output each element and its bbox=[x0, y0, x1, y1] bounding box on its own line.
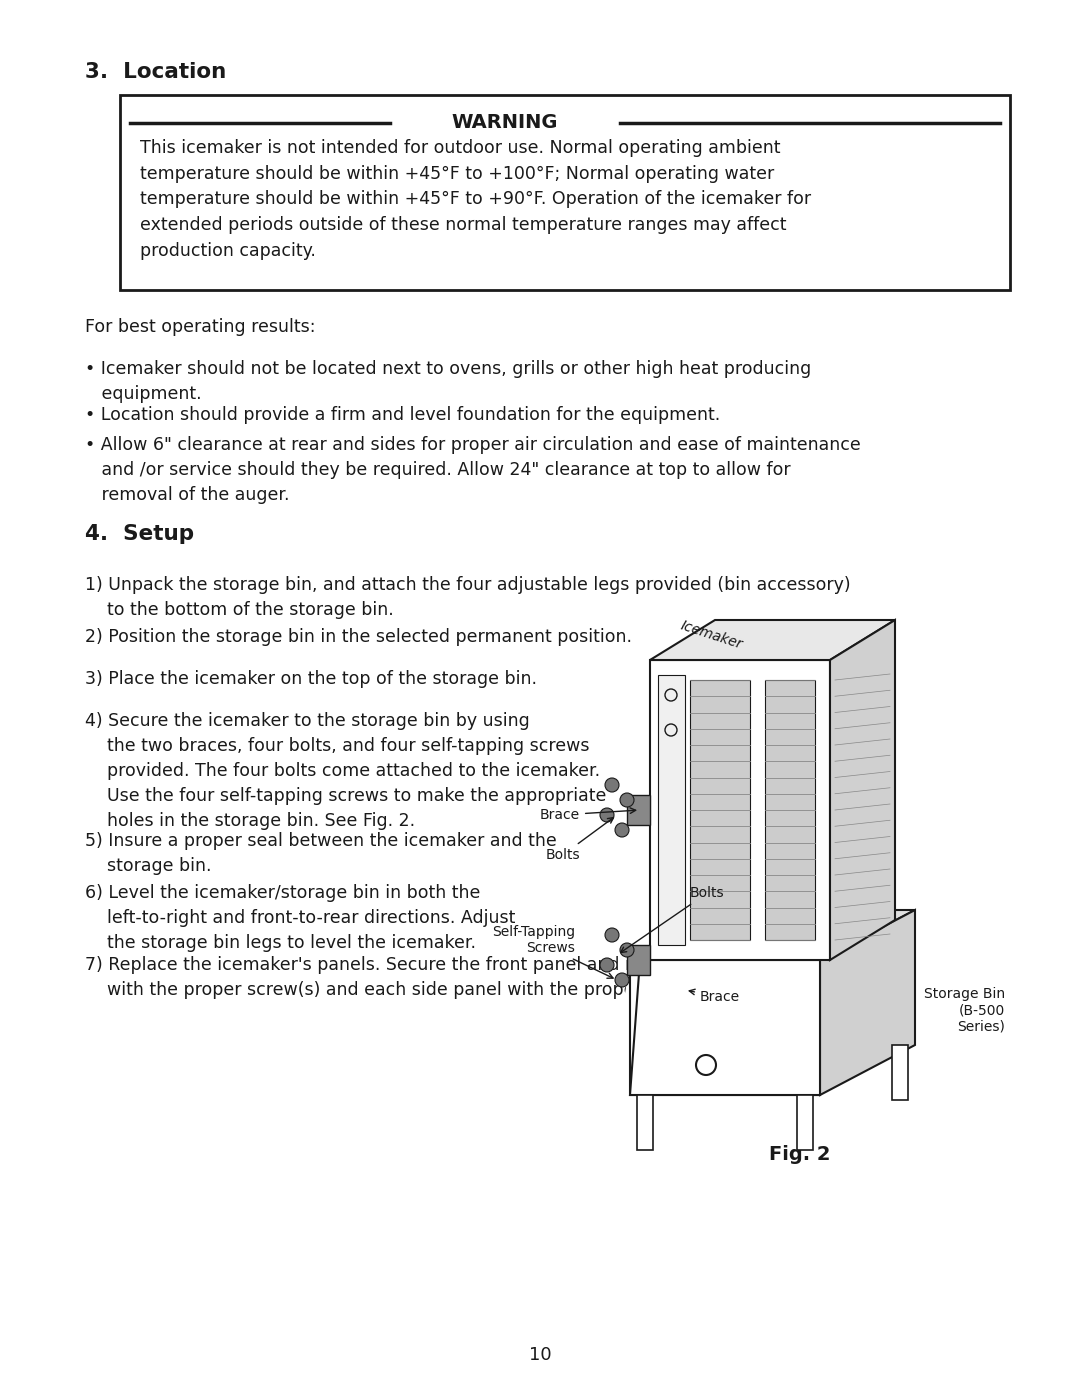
Bar bbox=[690, 680, 750, 940]
Text: Bolts: Bolts bbox=[621, 886, 725, 953]
Bar bbox=[637, 1095, 653, 1150]
Bar bbox=[120, 95, 1010, 291]
Text: WARNING: WARNING bbox=[451, 113, 558, 133]
Text: 2) Position the storage bin in the selected permanent position.: 2) Position the storage bin in the selec… bbox=[85, 629, 632, 645]
Circle shape bbox=[615, 823, 629, 837]
Text: 3) Place the icemaker on the top of the storage bin.: 3) Place the icemaker on the top of the … bbox=[85, 671, 537, 687]
Bar bbox=[658, 675, 685, 944]
Bar bbox=[797, 1095, 813, 1150]
Circle shape bbox=[615, 972, 629, 988]
Text: • Allow 6" clearance at rear and sides for proper air circulation and ease of ma: • Allow 6" clearance at rear and sides f… bbox=[85, 436, 861, 504]
Text: 6) Level the icemaker/storage bin in both the
    left-to-right and front-to-rea: 6) Level the icemaker/storage bin in bot… bbox=[85, 884, 515, 951]
Circle shape bbox=[605, 928, 619, 942]
Text: 1) Unpack the storage bin, and attach the four adjustable legs provided (bin acc: 1) Unpack the storage bin, and attach th… bbox=[85, 576, 851, 619]
Bar bbox=[765, 680, 815, 940]
Polygon shape bbox=[630, 909, 915, 960]
Polygon shape bbox=[831, 620, 895, 960]
Circle shape bbox=[600, 958, 615, 972]
Polygon shape bbox=[650, 620, 895, 659]
Text: Icemaker: Icemaker bbox=[679, 619, 745, 651]
Text: Brace: Brace bbox=[689, 989, 740, 1004]
Polygon shape bbox=[610, 960, 630, 1095]
Circle shape bbox=[605, 778, 619, 792]
Polygon shape bbox=[820, 909, 915, 1095]
Polygon shape bbox=[627, 795, 650, 826]
Text: 7) Replace the icemaker's panels. Secure the front panel and rear panel
    with: 7) Replace the icemaker's panels. Secure… bbox=[85, 956, 759, 999]
Circle shape bbox=[620, 943, 634, 957]
Circle shape bbox=[620, 793, 634, 807]
Polygon shape bbox=[630, 960, 820, 1095]
Text: This icemaker is not intended for outdoor use. Normal operating ambient
temperat: This icemaker is not intended for outdoo… bbox=[140, 138, 811, 260]
Text: For best operating results:: For best operating results: bbox=[85, 319, 315, 337]
Circle shape bbox=[600, 807, 615, 821]
Bar bbox=[892, 1045, 908, 1099]
Bar bbox=[650, 659, 831, 960]
Bar bbox=[630, 960, 820, 1095]
Text: 5) Insure a proper seal between the icemaker and the
    storage bin.: 5) Insure a proper seal between the icem… bbox=[85, 833, 557, 875]
Polygon shape bbox=[627, 944, 650, 975]
Text: • Icemaker should not be located next to ovens, grills or other high heat produc: • Icemaker should not be located next to… bbox=[85, 360, 811, 402]
Text: 4) Secure the icemaker to the storage bin by using
    the two braces, four bolt: 4) Secure the icemaker to the storage bi… bbox=[85, 712, 606, 830]
Text: Brace: Brace bbox=[540, 807, 636, 821]
Text: 4.  Setup: 4. Setup bbox=[85, 524, 194, 543]
Text: Fig. 2: Fig. 2 bbox=[769, 1146, 831, 1164]
Text: Bolts: Bolts bbox=[545, 817, 613, 862]
Text: 10: 10 bbox=[529, 1345, 551, 1363]
Text: • Location should provide a firm and level foundation for the equipment.: • Location should provide a firm and lev… bbox=[85, 407, 720, 425]
Text: Self-Tapping
Screws: Self-Tapping Screws bbox=[491, 925, 613, 978]
Text: 3.  Location: 3. Location bbox=[85, 61, 226, 82]
Text: Storage Bin
(B-500
Series): Storage Bin (B-500 Series) bbox=[923, 986, 1005, 1034]
